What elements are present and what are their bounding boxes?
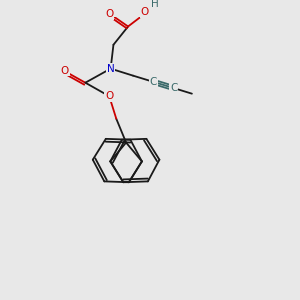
Text: O: O [105, 9, 113, 20]
Text: O: O [105, 91, 113, 101]
Text: O: O [141, 8, 149, 17]
Text: C: C [150, 77, 157, 87]
Text: H: H [152, 0, 159, 9]
Text: O: O [61, 66, 69, 76]
Text: C: C [170, 83, 177, 93]
Text: N: N [107, 64, 115, 74]
